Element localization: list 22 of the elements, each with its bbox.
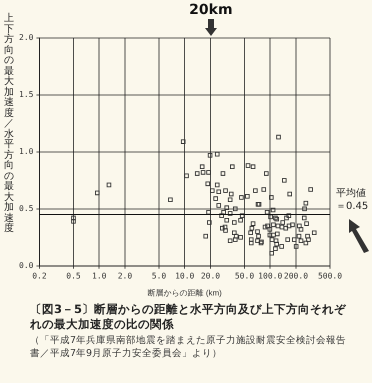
ref-line-label: 平均値＝0.45 [336, 186, 370, 213]
x-axis-title: 断層からの距離 (km) [148, 288, 222, 298]
x-tick-label: 0.2 [32, 272, 47, 281]
x-tick-label: 0.5 [66, 272, 81, 281]
text: 上下方向の最大加速度／水平方向の最大加速度 [4, 13, 14, 234]
text: 〔図3－5〕断層からの距離と水平方向及び上下方向それぞれの最大加速度の比の関係 [30, 302, 348, 332]
text: 20km [189, 2, 233, 18]
x-tick-label: 5.0 [152, 272, 166, 281]
x-tick-label: 20.0 [200, 272, 220, 281]
x-tick-label: 2.0 [118, 272, 132, 281]
x-tick-label: 1.0 [92, 272, 107, 281]
y-tick-label: 0.5 [18, 204, 34, 213]
x-tick-label: 500.0 [318, 272, 342, 281]
y-tick-label: 2.0 [18, 33, 34, 42]
x-tick-label: 50.0 [234, 272, 254, 281]
text: （「平成7年兵庫県南部地震を踏まえた原子力施設耐震安全検討会報告書／平成7年9月原子力安全委員会」より） [30, 334, 348, 360]
y-tick-label: 0.0 [18, 260, 34, 270]
x-tick-label: 200.0 [284, 272, 308, 281]
y-tick-label: 1.0 [18, 146, 34, 156]
y-tick-label: 1.5 [18, 90, 34, 100]
x-tick-label: 10.0 [175, 272, 195, 281]
x-tick-label: 100.0 [258, 272, 282, 281]
